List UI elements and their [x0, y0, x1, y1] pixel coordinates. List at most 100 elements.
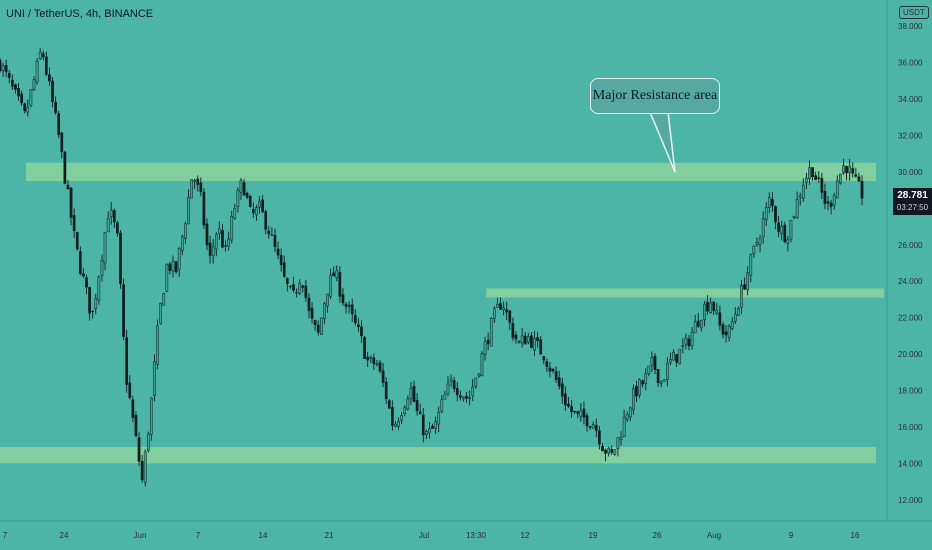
candle-body — [285, 278, 289, 284]
candle-body — [462, 396, 465, 399]
zones-layer — [0, 162, 884, 464]
last-price-value: 28.781 — [897, 190, 928, 201]
candle-body — [242, 182, 246, 196]
candle-body — [88, 287, 91, 314]
time-tick-label: 7 — [196, 531, 201, 540]
candle-body — [193, 180, 196, 182]
candle-body — [421, 414, 425, 436]
price-tick-label: 16.000 — [898, 423, 923, 432]
candle-body — [23, 103, 27, 112]
time-tick-label: Aug — [707, 531, 721, 540]
currency-button[interactable]: USDT — [899, 6, 929, 19]
candle-body — [292, 284, 295, 291]
candle-body — [443, 394, 447, 400]
candle-body — [557, 377, 561, 387]
candle-body — [446, 383, 450, 394]
candle-body — [632, 388, 635, 411]
candle-body — [72, 215, 76, 232]
candle-body — [131, 399, 135, 418]
resistance-callout[interactable]: Major Resistance area — [590, 78, 720, 114]
candle-body — [428, 428, 431, 434]
candle-body — [496, 303, 499, 308]
price-tick-label: 14.000 — [898, 459, 923, 468]
candle-body — [214, 234, 218, 250]
candle-body — [829, 202, 833, 207]
candle-body — [128, 382, 132, 398]
candle-body — [752, 245, 756, 255]
candle-body — [737, 308, 740, 317]
candle-body — [681, 345, 685, 347]
candle-body — [255, 207, 258, 216]
candle-body — [199, 182, 203, 192]
candle-body — [208, 242, 212, 256]
price-tick-label: 24.000 — [898, 277, 923, 286]
candle-body — [641, 380, 644, 385]
candle-body — [347, 305, 351, 307]
candle-body — [221, 230, 224, 248]
candle-body — [143, 451, 147, 483]
price-tick-label: 26.000 — [898, 241, 923, 250]
candle-body — [109, 209, 113, 217]
candle-body — [755, 242, 759, 246]
candle-body — [582, 408, 586, 418]
time-tick-label: 19 — [589, 531, 598, 540]
candle-body — [851, 168, 855, 174]
time-tick-label: 7 — [3, 531, 8, 540]
candle-body — [842, 165, 845, 174]
price-tick-label: 20.000 — [898, 350, 923, 359]
candle-body — [564, 393, 567, 406]
candle-body — [523, 335, 527, 345]
last-price-tag: 28.781 03:27:50 — [893, 188, 932, 215]
candle-body — [434, 421, 437, 429]
candle-body — [202, 191, 206, 226]
candle-body — [789, 219, 793, 240]
candle-body — [570, 406, 573, 412]
candle-body — [502, 307, 505, 311]
candle-body — [273, 235, 277, 248]
candle-body — [196, 178, 200, 185]
candle-body — [134, 415, 138, 437]
candle-body — [100, 260, 104, 276]
candle-body — [372, 357, 376, 365]
candle-body — [780, 226, 784, 234]
candle-body — [545, 361, 549, 367]
candle-body — [332, 272, 336, 277]
candle-body — [613, 449, 617, 455]
candle-body — [576, 411, 580, 414]
candle-body — [329, 274, 332, 297]
candle-body — [14, 84, 17, 90]
candle-body — [425, 431, 428, 435]
candle-body — [7, 73, 11, 78]
candle-body — [607, 447, 611, 454]
candle-body — [48, 74, 51, 82]
candle-body — [823, 191, 827, 204]
candle-body — [387, 400, 391, 409]
candle-body — [94, 298, 98, 309]
candle-body — [82, 273, 85, 277]
candle-body — [146, 433, 150, 451]
candle-body — [610, 449, 614, 453]
time-tick-label: Jun — [134, 531, 147, 540]
candle-body — [730, 321, 734, 329]
candle-body — [684, 337, 688, 345]
candle-body — [357, 324, 360, 327]
candles-layer — [0, 48, 864, 487]
candle-body — [190, 179, 193, 199]
time-tick-label: 16 — [851, 531, 860, 540]
candle-body — [622, 417, 626, 438]
candle-body — [749, 254, 753, 276]
candle-body — [740, 284, 743, 308]
candle-body — [801, 184, 805, 199]
candle-body — [378, 362, 382, 372]
bar-countdown: 03:27:50 — [896, 203, 929, 212]
candle-body — [205, 223, 209, 246]
candle-body — [156, 325, 159, 365]
candle-body — [97, 276, 101, 301]
candle-body — [832, 195, 836, 206]
candle-body — [585, 415, 589, 427]
candle-body — [304, 285, 308, 298]
candle-body — [733, 313, 737, 322]
candle-body — [628, 407, 632, 418]
